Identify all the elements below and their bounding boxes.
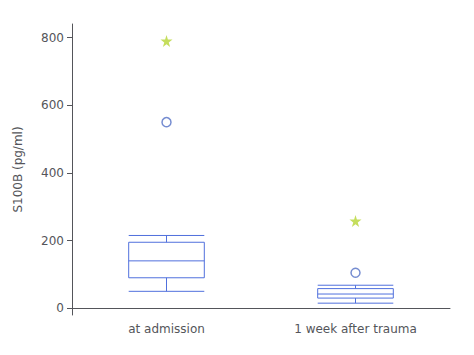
svg-text:at admission: at admission xyxy=(128,322,205,336)
svg-text:800: 800 xyxy=(41,31,64,45)
svg-text:200: 200 xyxy=(41,234,64,248)
svg-text:600: 600 xyxy=(41,98,64,112)
svg-text:0: 0 xyxy=(56,301,64,315)
svg-text:1 week after trauma: 1 week after trauma xyxy=(294,322,417,336)
svg-text:400: 400 xyxy=(41,166,64,180)
svg-text:S100B (pg/ml): S100B (pg/ml) xyxy=(11,126,25,212)
